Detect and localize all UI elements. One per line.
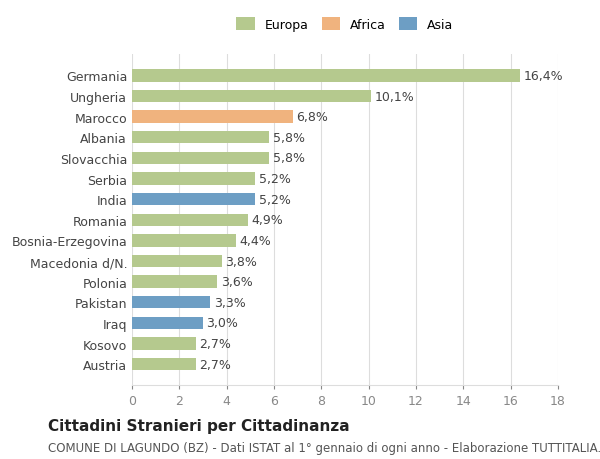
Bar	[132, 152, 269, 165]
Bar	[132, 132, 269, 144]
Bar	[132, 194, 255, 206]
Text: 4,9%: 4,9%	[251, 214, 283, 227]
Bar	[132, 111, 293, 123]
Text: 5,2%: 5,2%	[259, 193, 290, 206]
Text: 3,6%: 3,6%	[221, 275, 253, 289]
Bar	[132, 255, 222, 268]
Text: 3,0%: 3,0%	[206, 317, 238, 330]
Bar	[132, 297, 210, 309]
Bar	[132, 317, 203, 330]
Text: 5,8%: 5,8%	[273, 132, 305, 145]
Bar	[132, 235, 236, 247]
Text: 2,7%: 2,7%	[199, 358, 232, 371]
Bar	[132, 338, 196, 350]
Bar	[132, 358, 196, 370]
Text: Cittadini Stranieri per Cittadinanza: Cittadini Stranieri per Cittadinanza	[48, 418, 350, 433]
Bar	[132, 276, 217, 288]
Legend: Europa, Africa, Asia: Europa, Africa, Asia	[236, 18, 454, 32]
Bar	[132, 214, 248, 226]
Text: 10,1%: 10,1%	[374, 90, 415, 103]
Text: COMUNE DI LAGUNDO (BZ) - Dati ISTAT al 1° gennaio di ogni anno - Elaborazione TU: COMUNE DI LAGUNDO (BZ) - Dati ISTAT al 1…	[48, 441, 600, 453]
Text: 3,8%: 3,8%	[226, 255, 257, 268]
Bar	[132, 173, 255, 185]
Text: 4,4%: 4,4%	[239, 235, 271, 247]
Text: 5,8%: 5,8%	[273, 152, 305, 165]
Text: 3,3%: 3,3%	[214, 296, 245, 309]
Bar	[132, 91, 371, 103]
Bar	[132, 70, 520, 83]
Text: 6,8%: 6,8%	[296, 111, 328, 124]
Text: 16,4%: 16,4%	[524, 70, 563, 83]
Text: 2,7%: 2,7%	[199, 337, 232, 350]
Text: 5,2%: 5,2%	[259, 173, 290, 185]
